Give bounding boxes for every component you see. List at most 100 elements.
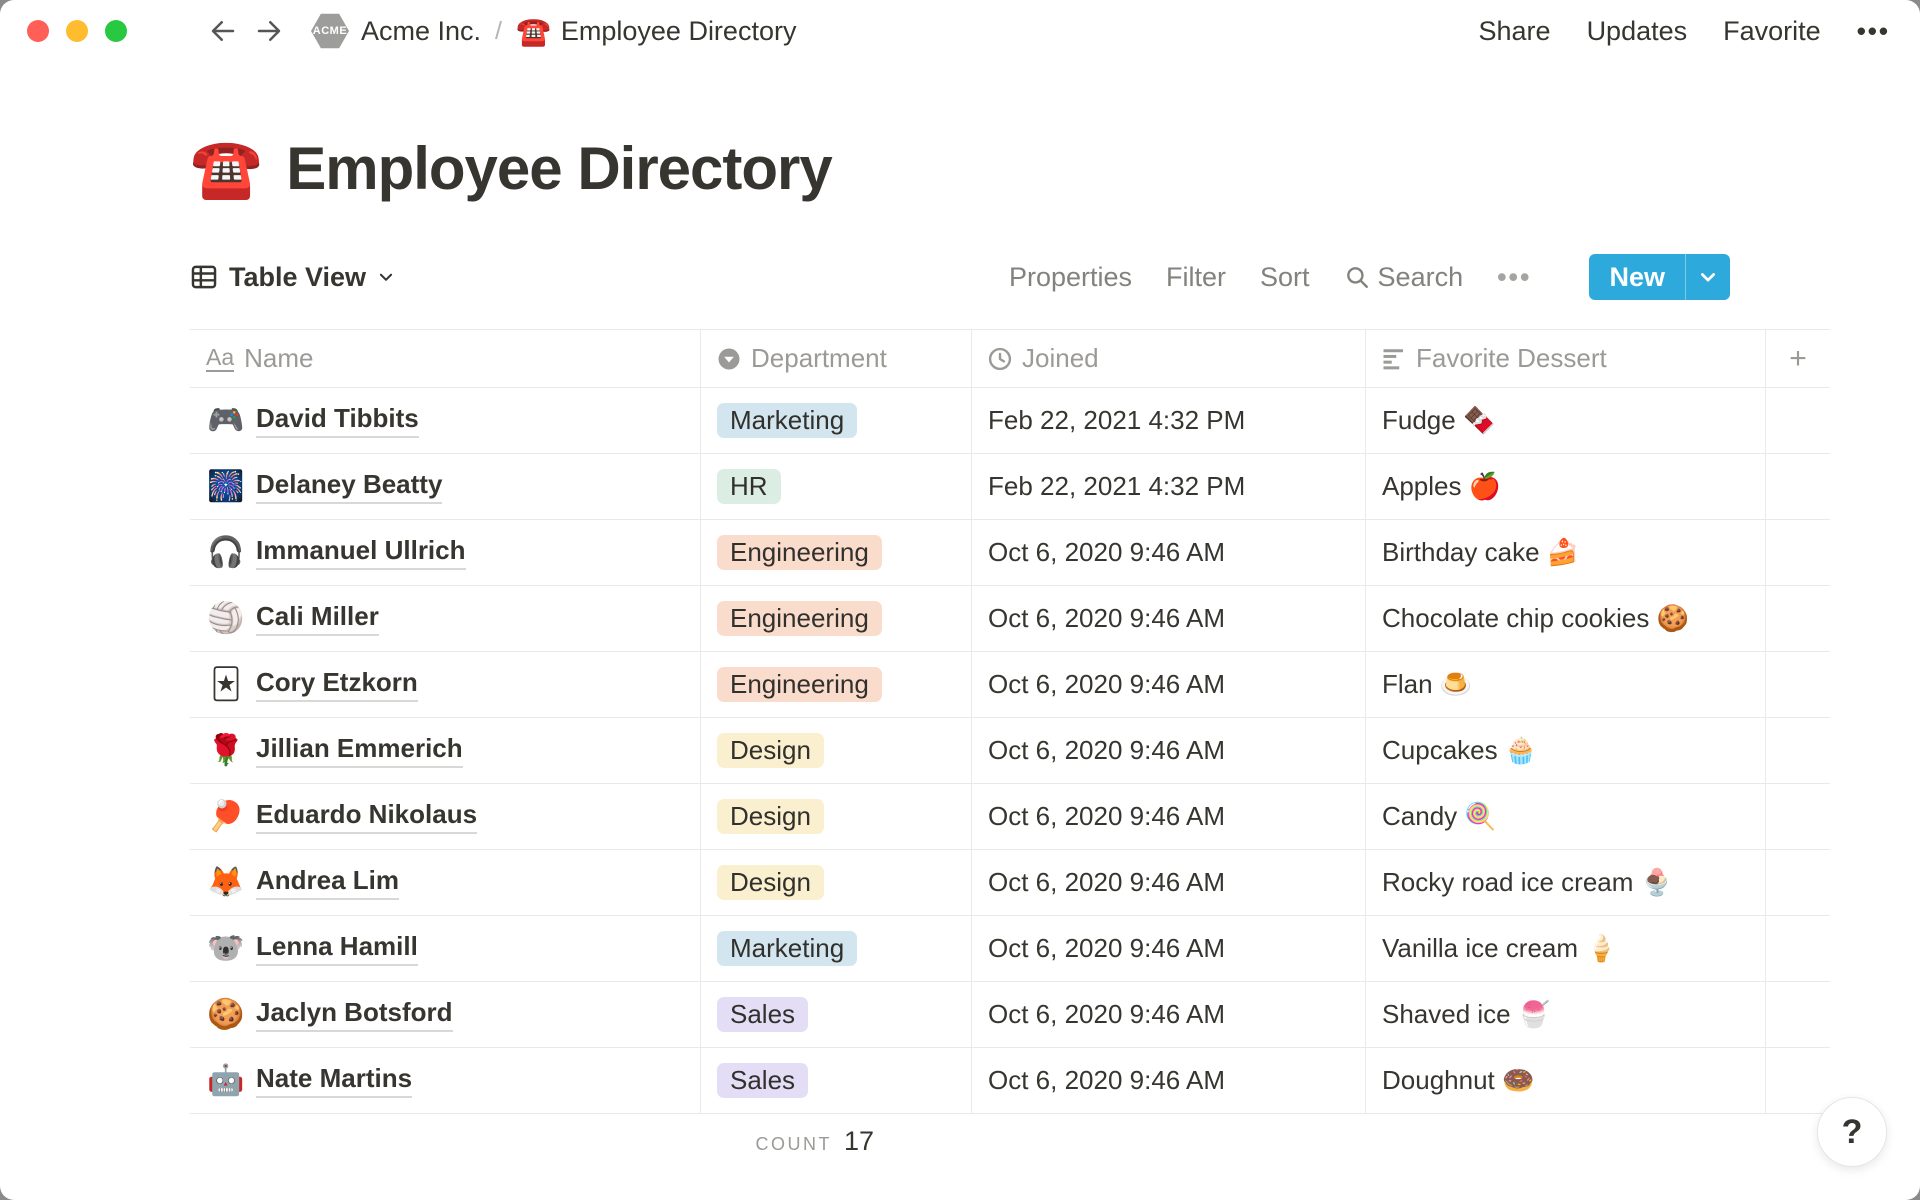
favorite-dessert-cell[interactable]: Apples 🍎 [1365,454,1765,519]
favorite-dessert-cell[interactable]: Fudge 🍫 [1365,388,1765,453]
employee-name-link[interactable]: Cory Etzkorn [256,667,418,702]
employee-table: Aa Name Department Joined Favorite Desse… [190,329,1830,1114]
column-header-favorite-dessert[interactable]: Favorite Dessert [1365,330,1765,387]
department-tag[interactable]: HR [717,469,781,504]
table-row[interactable]: 🎆 Delaney Beatty HR Feb 22, 2021 4:32 PM … [190,454,1830,520]
column-header-joined[interactable]: Joined [971,330,1365,387]
employee-avatar-emoji: 🦊 [207,866,245,899]
view-switcher[interactable]: Table View [190,262,395,293]
employee-name-link[interactable]: Immanuel Ullrich [256,535,466,570]
joined-date-cell[interactable]: Oct 6, 2020 9:46 AM [971,850,1365,915]
count-label: COUNT [755,1134,832,1154]
row-filler-cell [1765,718,1830,783]
department-tag[interactable]: Engineering [717,535,882,570]
new-split-button: New [1589,254,1730,300]
joined-date-cell[interactable]: Oct 6, 2020 9:46 AM [971,982,1365,1047]
department-tag[interactable]: Marketing [717,931,858,966]
updates-button[interactable]: Updates [1586,15,1688,46]
table-row[interactable]: 🏐 Cali Miller Engineering Oct 6, 2020 9:4… [190,586,1830,652]
text-property-icon [1383,348,1403,369]
chevron-down-icon [1701,273,1715,282]
new-dropdown-button[interactable] [1685,254,1730,300]
row-count[interactable]: COUNT 17 [190,1126,890,1157]
favorite-dessert-cell[interactable]: Rocky road ice cream 🍨 [1365,850,1765,915]
table-row[interactable]: 🌹 Jillian Emmerich Design Oct 6, 2020 9:4… [190,718,1830,784]
breadcrumb-page[interactable]: Employee Directory [560,15,797,46]
employee-name-link[interactable]: Andrea Lim [256,865,400,900]
add-column-button[interactable]: + [1765,330,1830,387]
column-header-department[interactable]: Department [700,330,971,387]
workspace-logo[interactable]: ACME [311,13,349,49]
joined-date-cell[interactable]: Oct 6, 2020 9:46 AM [971,520,1365,585]
employee-name-link[interactable]: Jillian Emmerich [256,733,463,768]
department-tag[interactable]: Sales [717,1063,809,1098]
column-label: Name [244,343,314,373]
joined-date-cell[interactable]: Feb 22, 2021 4:32 PM [971,454,1365,519]
favorite-dessert-cell[interactable]: Shaved ice 🍧 [1365,982,1765,1047]
favorite-dessert-cell[interactable]: Flan 🍮 [1365,652,1765,717]
table-row[interactable]: 🎧 Immanuel Ullrich Engineering Oct 6, 202… [190,520,1830,586]
department-tag[interactable]: Design [717,799,824,834]
employee-name-link[interactable]: Jaclyn Botsford [256,997,453,1032]
sidebar-toggle-icon[interactable] [155,19,189,43]
joined-date-cell[interactable]: Oct 6, 2020 9:46 AM [971,718,1365,783]
forward-arrow-icon[interactable] [249,15,289,47]
joined-date-cell[interactable]: Oct 6, 2020 9:46 AM [971,916,1365,981]
search-button[interactable]: Search [1344,261,1464,293]
table-row[interactable]: 🏓 Eduardo Nikolaus Design Oct 6, 2020 9:4… [190,784,1830,850]
column-label: Favorite Dessert [1416,343,1607,373]
page-title-text[interactable]: Employee Directory [286,135,833,202]
row-filler-cell [1765,784,1830,849]
minimize-window-button[interactable] [66,20,88,42]
department-tag[interactable]: Engineering [717,601,882,636]
view-options-icon[interactable]: ••• [1497,261,1532,292]
favorite-dessert-cell[interactable]: Chocolate chip cookies 🍪 [1365,586,1765,651]
topbar: ACME Acme Inc. / ☎️ Employee Directory S… [0,0,1920,62]
back-arrow-icon[interactable] [203,15,243,47]
help-button[interactable]: ? [1817,1097,1887,1167]
table-row[interactable]: 🎮 David Tibbits Marketing Feb 22, 2021 4:… [190,388,1830,454]
favorite-dessert-cell[interactable]: Candy 🍭 [1365,784,1765,849]
date-property-icon [988,347,1012,370]
joined-date-cell[interactable]: Feb 22, 2021 4:32 PM [971,388,1365,453]
table-row[interactable]: 🐨 Lenna Hamill Marketing Oct 6, 2020 9:46… [190,916,1830,982]
department-tag[interactable]: Sales [717,997,809,1032]
page-title-emoji-icon[interactable]: ☎️ [190,135,263,201]
department-tag[interactable]: Marketing [717,403,858,438]
column-header-name[interactable]: Aa Name [190,330,700,387]
employee-name-link[interactable]: Lenna Hamill [256,931,418,966]
title-property-icon: Aa [206,344,235,373]
joined-date-cell[interactable]: Oct 6, 2020 9:46 AM [971,1048,1365,1113]
search-label: Search [1377,261,1464,292]
more-options-icon[interactable]: ••• [1856,15,1890,46]
employee-name-link[interactable]: Eduardo Nikolaus [256,799,478,834]
favorite-dessert-cell[interactable]: Vanilla ice cream 🍦 [1365,916,1765,981]
table-row[interactable]: 🃏 Cory Etzkorn Engineering Oct 6, 2020 9:… [190,652,1830,718]
employee-name-link[interactable]: David Tibbits [256,403,419,438]
favorite-dessert-cell[interactable]: Cupcakes 🧁 [1365,718,1765,783]
joined-date-cell[interactable]: Oct 6, 2020 9:46 AM [971,586,1365,651]
filter-button[interactable]: Filter [1166,261,1227,292]
favorite-dessert-cell[interactable]: Doughnut 🍩 [1365,1048,1765,1113]
breadcrumb-workspace[interactable]: Acme Inc. [361,15,482,46]
employee-name-link[interactable]: Cali Miller [256,601,379,636]
joined-date-cell[interactable]: Oct 6, 2020 9:46 AM [971,652,1365,717]
table-row[interactable]: 🤖 Nate Martins Sales Oct 6, 2020 9:46 AM … [190,1048,1830,1114]
department-tag[interactable]: Engineering [717,667,882,702]
share-button[interactable]: Share [1478,15,1551,46]
page-title[interactable]: ☎️ Employee Directory [190,134,1920,203]
favorite-button[interactable]: Favorite [1723,15,1821,46]
department-tag[interactable]: Design [717,733,824,768]
joined-date-cell[interactable]: Oct 6, 2020 9:46 AM [971,784,1365,849]
new-button[interactable]: New [1589,254,1685,300]
table-row[interactable]: 🍪 Jaclyn Botsford Sales Oct 6, 2020 9:46 … [190,982,1830,1048]
department-tag[interactable]: Design [717,865,824,900]
properties-button[interactable]: Properties [1008,261,1133,292]
employee-name-link[interactable]: Nate Martins [256,1063,413,1098]
sort-button[interactable]: Sort [1260,261,1310,292]
close-window-button[interactable] [27,20,49,42]
employee-name-link[interactable]: Delaney Beatty [256,469,443,504]
zoom-window-button[interactable] [105,20,127,42]
table-row[interactable]: 🦊 Andrea Lim Design Oct 6, 2020 9:46 AM R… [190,850,1830,916]
favorite-dessert-cell[interactable]: Birthday cake 🍰 [1365,520,1765,585]
